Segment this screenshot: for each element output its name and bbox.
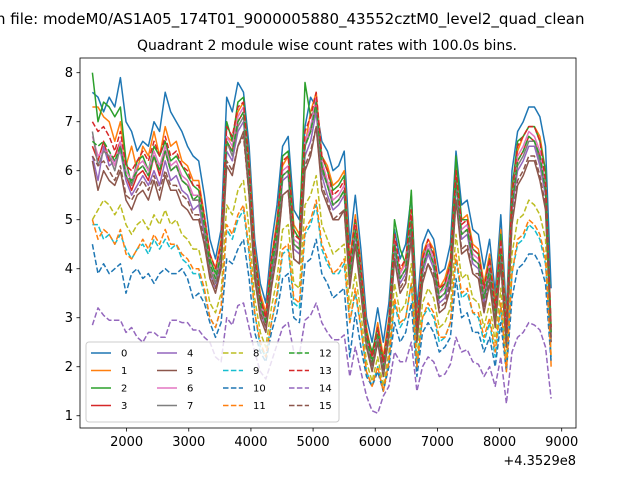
series-line-12 <box>91 101 552 368</box>
y-tick-label: 8 <box>65 66 73 81</box>
legend-label-11: 11 <box>253 401 266 412</box>
legend-label-10: 10 <box>253 384 266 395</box>
legend-label-7: 7 <box>187 401 193 412</box>
legend-label-1: 1 <box>121 366 127 377</box>
legend-label-3: 3 <box>121 401 127 412</box>
x-tick-label: 2000 <box>110 435 143 450</box>
series-line-11 <box>91 199 552 392</box>
legend-label-4: 4 <box>187 349 193 360</box>
y-tick-label: 5 <box>65 213 73 228</box>
series-line-5 <box>91 125 552 378</box>
series-line-14 <box>91 302 552 415</box>
y-tick-label: 2 <box>65 360 73 375</box>
plot-frame <box>79 57 577 429</box>
series-line-13 <box>91 91 552 363</box>
x-tick-label: 5000 <box>297 435 330 450</box>
series-line-9 <box>92 204 552 392</box>
legend-label-8: 8 <box>253 349 259 360</box>
legend-label-9: 9 <box>253 366 259 377</box>
figure-suptitle: n file: modeM0/AS1A05_174T01_9000005880_… <box>0 10 585 29</box>
series-line-8 <box>91 174 552 388</box>
x-tick-label: 7000 <box>421 435 454 450</box>
legend-frame <box>85 341 340 423</box>
x-tick-label: 8000 <box>483 435 516 450</box>
legend-label-0: 0 <box>121 349 127 360</box>
y-tick-label: 3 <box>65 311 73 326</box>
legend-label-15: 15 <box>319 401 332 412</box>
series-line-4 <box>91 111 552 373</box>
legend-label-13: 13 <box>319 366 332 377</box>
series-line-6 <box>91 96 552 368</box>
series-line-15 <box>91 125 552 373</box>
series-layer <box>91 72 552 415</box>
legend-label-14: 14 <box>319 384 332 395</box>
series-line-10 <box>91 238 552 392</box>
legend-label-5: 5 <box>187 366 193 377</box>
chart-title: Quadrant 2 module wise count rates with … <box>137 38 517 54</box>
x-tick-label: 3000 <box>172 435 205 450</box>
y-tick-label: 6 <box>65 164 73 179</box>
legend-label-6: 6 <box>187 384 193 395</box>
legend-label-2: 2 <box>121 384 127 395</box>
x-axis: 2000 3000 4000 5000 6000 7000 8000 9000 <box>110 428 578 450</box>
series-line-0 <box>91 76 552 343</box>
x-tick-label: 4000 <box>234 435 267 450</box>
x-axis-offset-label: +4.3529e8 <box>503 454 576 469</box>
x-tick-label: 6000 <box>359 435 392 450</box>
y-tick-label: 4 <box>65 262 73 277</box>
x-tick-label: 9000 <box>545 435 578 450</box>
legend-label-12: 12 <box>319 349 332 360</box>
y-tick-label: 7 <box>65 115 73 130</box>
y-axis: 1 2 3 4 5 6 7 8 <box>65 66 80 424</box>
y-tick-label: 1 <box>65 409 73 424</box>
